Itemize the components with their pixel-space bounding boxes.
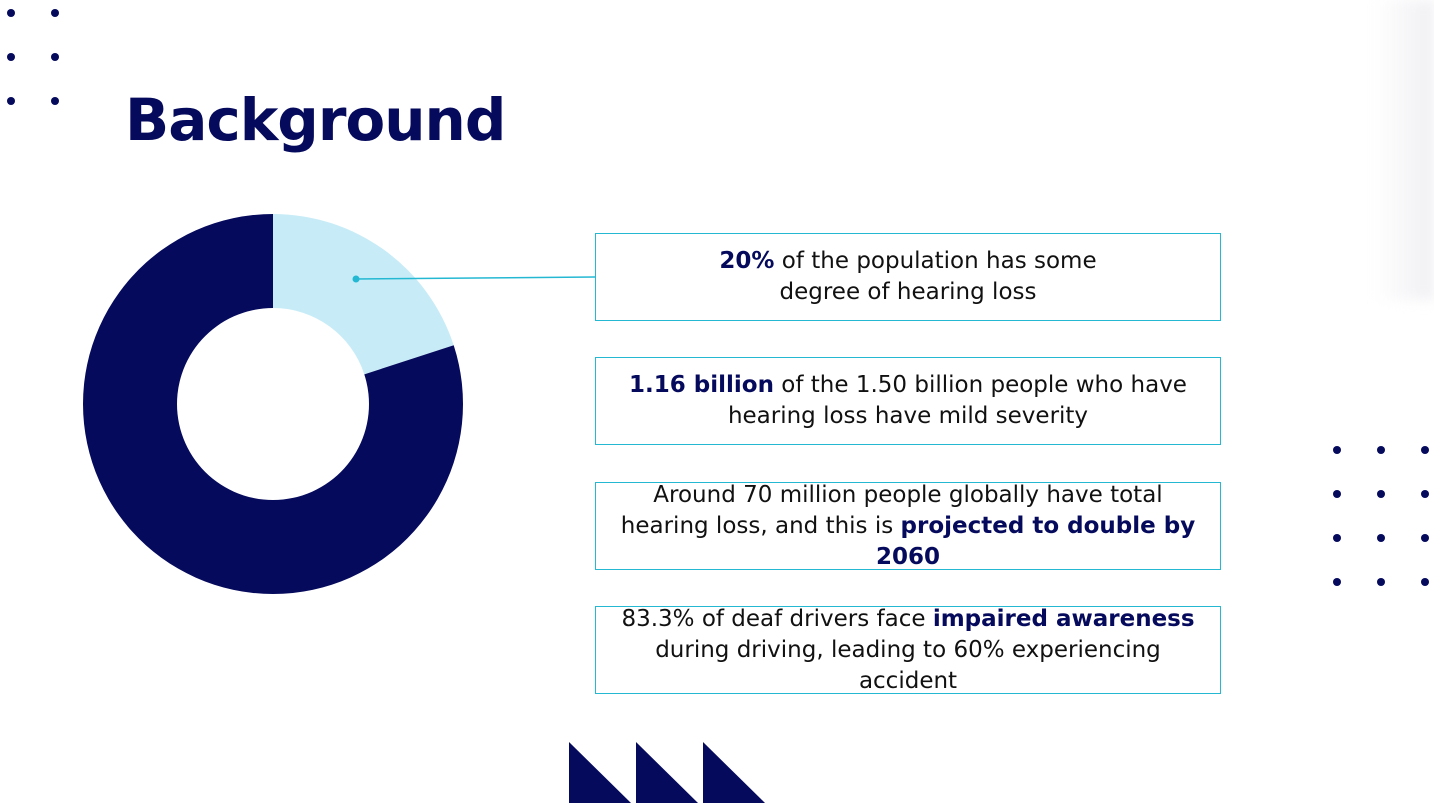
edge-shadow [1374, 0, 1434, 300]
fact-body: 83.3% of deaf drivers face [621, 605, 933, 632]
dot [50, 8, 60, 18]
fact-highlight: projected to double by 2060 [875, 512, 1196, 570]
fact-highlight: 1.16 billion [629, 372, 774, 398]
dot [1376, 533, 1386, 543]
fact-text: 1.16 billion of the 1.50 billion people … [606, 370, 1210, 432]
fact-body: of the population has some degree of hea… [774, 248, 1097, 305]
dot [6, 52, 16, 62]
triangle-icon [569, 742, 631, 803]
fact-highlight: 20% [719, 248, 775, 274]
dot [1420, 577, 1430, 587]
fact-box-hearing-loss-percent: 20% of the population has some degree of… [595, 233, 1221, 321]
dot [1376, 577, 1386, 587]
donut-slice-1 [83, 214, 464, 594]
dot-grid-icon [1332, 445, 1430, 587]
fact-text: 83.3% of deaf drivers face impaired awar… [606, 604, 1210, 697]
donut-slice-0 [273, 214, 454, 375]
fact-box-mild-severity: 1.16 billion of the 1.50 billion people … [595, 357, 1221, 445]
dot [1332, 489, 1342, 499]
dot [50, 52, 60, 62]
fact-box-total-hearing-loss: Around 70 million people globally have t… [595, 482, 1221, 570]
dot [1420, 533, 1430, 543]
dot [1420, 489, 1430, 499]
fact-highlight: impaired awareness [932, 605, 1195, 632]
fact-body: Around 70 million people globally have t… [620, 481, 1163, 539]
dot [1376, 445, 1386, 455]
callout-line [355, 276, 596, 280]
dot [1420, 445, 1430, 455]
dot [1332, 533, 1342, 543]
callout-dot [352, 275, 360, 283]
dot [6, 96, 16, 106]
fact-body: of the 1.50 billion people who have hear… [727, 372, 1187, 429]
dot [50, 96, 60, 106]
triangle-icon [636, 742, 698, 803]
fact-text: Around 70 million people globally have t… [606, 480, 1210, 573]
dot [6, 8, 16, 18]
triangle-icon [703, 742, 765, 803]
dot-grid-icon [6, 8, 60, 106]
fact-box-deaf-drivers: 83.3% of deaf drivers face impaired awar… [595, 606, 1221, 694]
dot [1332, 445, 1342, 455]
fact-body-after: during driving, leading to 60% experienc… [655, 636, 1161, 694]
dot [1376, 489, 1386, 499]
dot [1332, 577, 1342, 587]
fact-text: 20% of the population has some degree of… [713, 246, 1103, 308]
page-title: Background [125, 86, 506, 154]
